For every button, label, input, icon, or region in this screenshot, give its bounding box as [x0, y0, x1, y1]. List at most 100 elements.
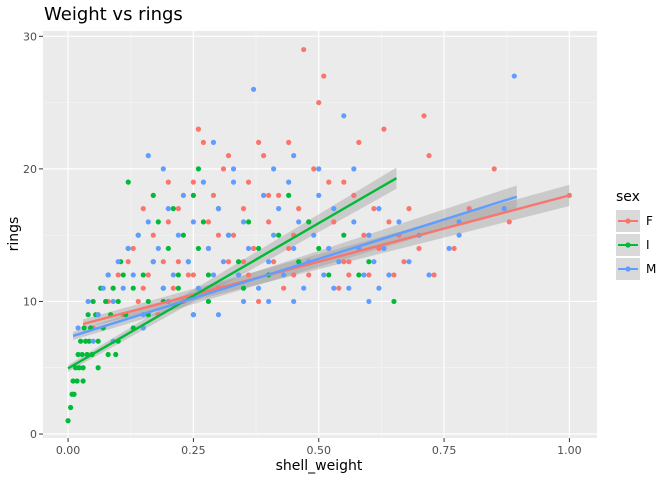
legend: sex FIM	[616, 189, 656, 280]
data-point-M	[100, 285, 106, 291]
data-point-M	[225, 232, 232, 238]
data-point-I	[326, 272, 332, 278]
x-tick-label: 0.75	[432, 444, 457, 457]
data-point-M	[291, 245, 297, 252]
data-point-M	[331, 206, 337, 212]
x-tick-label: 0.25	[181, 444, 206, 457]
data-point-I	[78, 338, 84, 344]
data-point-M	[145, 219, 151, 225]
y-tick-label: 10	[23, 295, 37, 308]
data-point-F	[230, 232, 237, 238]
data-point-M	[170, 272, 176, 278]
data-point-F	[260, 153, 267, 159]
data-point-I	[90, 298, 96, 305]
data-point-F	[205, 219, 212, 225]
data-point-M	[200, 179, 207, 185]
data-point-F	[286, 245, 292, 252]
data-point-F	[170, 285, 176, 291]
data-point-M	[210, 139, 217, 145]
data-point-M	[501, 206, 507, 212]
y-axis: 0 10 20 30	[23, 30, 43, 441]
data-point-M	[230, 166, 237, 172]
data-point-F	[195, 126, 202, 132]
data-point-I	[195, 166, 202, 172]
data-point-M	[326, 245, 332, 252]
data-point-M	[351, 219, 357, 225]
data-point-I	[140, 272, 146, 278]
data-point-F	[165, 179, 171, 185]
data-point-F	[301, 46, 307, 53]
data-point-M	[210, 272, 217, 278]
data-point-M	[230, 179, 237, 185]
data-point-M	[245, 245, 252, 252]
data-point-M	[240, 219, 247, 225]
regression-line-F	[82, 194, 570, 326]
data-point-M	[165, 206, 171, 212]
data-point-I	[175, 272, 181, 278]
data-point-M	[511, 73, 517, 79]
data-point-M	[130, 272, 136, 278]
data-point-M	[190, 312, 197, 318]
data-point-M	[266, 298, 272, 305]
data-point-M	[296, 219, 302, 225]
data-point-I	[180, 232, 186, 238]
data-point-F	[245, 272, 252, 278]
data-point-I	[125, 179, 131, 185]
data-point-I	[316, 245, 322, 252]
data-point-F	[346, 259, 352, 265]
data-point-M	[85, 298, 91, 305]
data-point-M	[205, 245, 212, 252]
data-point-F	[266, 192, 272, 198]
data-point-I	[366, 259, 372, 265]
data-point-I	[190, 192, 197, 198]
data-point-F	[266, 219, 272, 225]
data-point-I	[71, 391, 77, 397]
data-point-M	[446, 245, 452, 252]
data-point-M	[266, 259, 272, 265]
regression-line-I	[67, 177, 398, 370]
data-point-I	[130, 285, 136, 291]
data-point-M	[160, 285, 166, 291]
data-point-M	[235, 272, 242, 278]
data-point-F	[416, 245, 422, 252]
data-point-M	[426, 272, 432, 278]
legend-title: sex	[616, 189, 640, 205]
data-point-I	[74, 378, 80, 384]
data-point-I	[235, 259, 242, 265]
data-point-I	[205, 298, 212, 305]
data-point-M	[135, 232, 141, 238]
legend-point-I	[625, 242, 631, 248]
major-gridlines	[43, 31, 597, 438]
data-point-I	[81, 325, 87, 331]
data-point-M	[316, 166, 322, 172]
data-point-M	[376, 285, 382, 291]
regression-line-M	[72, 195, 518, 338]
regression-lines	[67, 177, 570, 370]
data-point-F	[381, 126, 387, 132]
data-point-M	[366, 232, 372, 238]
data-point-F	[125, 259, 131, 265]
legend-point-F	[625, 218, 631, 224]
data-point-M	[271, 232, 277, 238]
data-point-F	[240, 259, 247, 265]
data-point-F	[356, 139, 362, 145]
data-point-I	[86, 338, 92, 344]
data-point-F	[431, 272, 437, 278]
data-point-M	[381, 245, 387, 252]
data-point-M	[271, 166, 277, 172]
data-point-M	[336, 259, 342, 265]
data-point-F	[135, 298, 141, 305]
y-tick-label: 30	[23, 30, 37, 43]
data-point-M	[351, 166, 357, 172]
data-point-I	[195, 245, 202, 252]
legend-point-M	[625, 266, 631, 272]
data-point-M	[456, 232, 462, 238]
data-point-I	[145, 298, 151, 305]
data-point-F	[210, 192, 217, 198]
data-point-F	[361, 232, 367, 238]
data-point-M	[115, 259, 121, 265]
x-tick-label: 0.50	[306, 444, 331, 457]
data-point-M	[180, 192, 186, 198]
data-point-I	[200, 219, 207, 225]
data-point-F	[150, 232, 156, 238]
